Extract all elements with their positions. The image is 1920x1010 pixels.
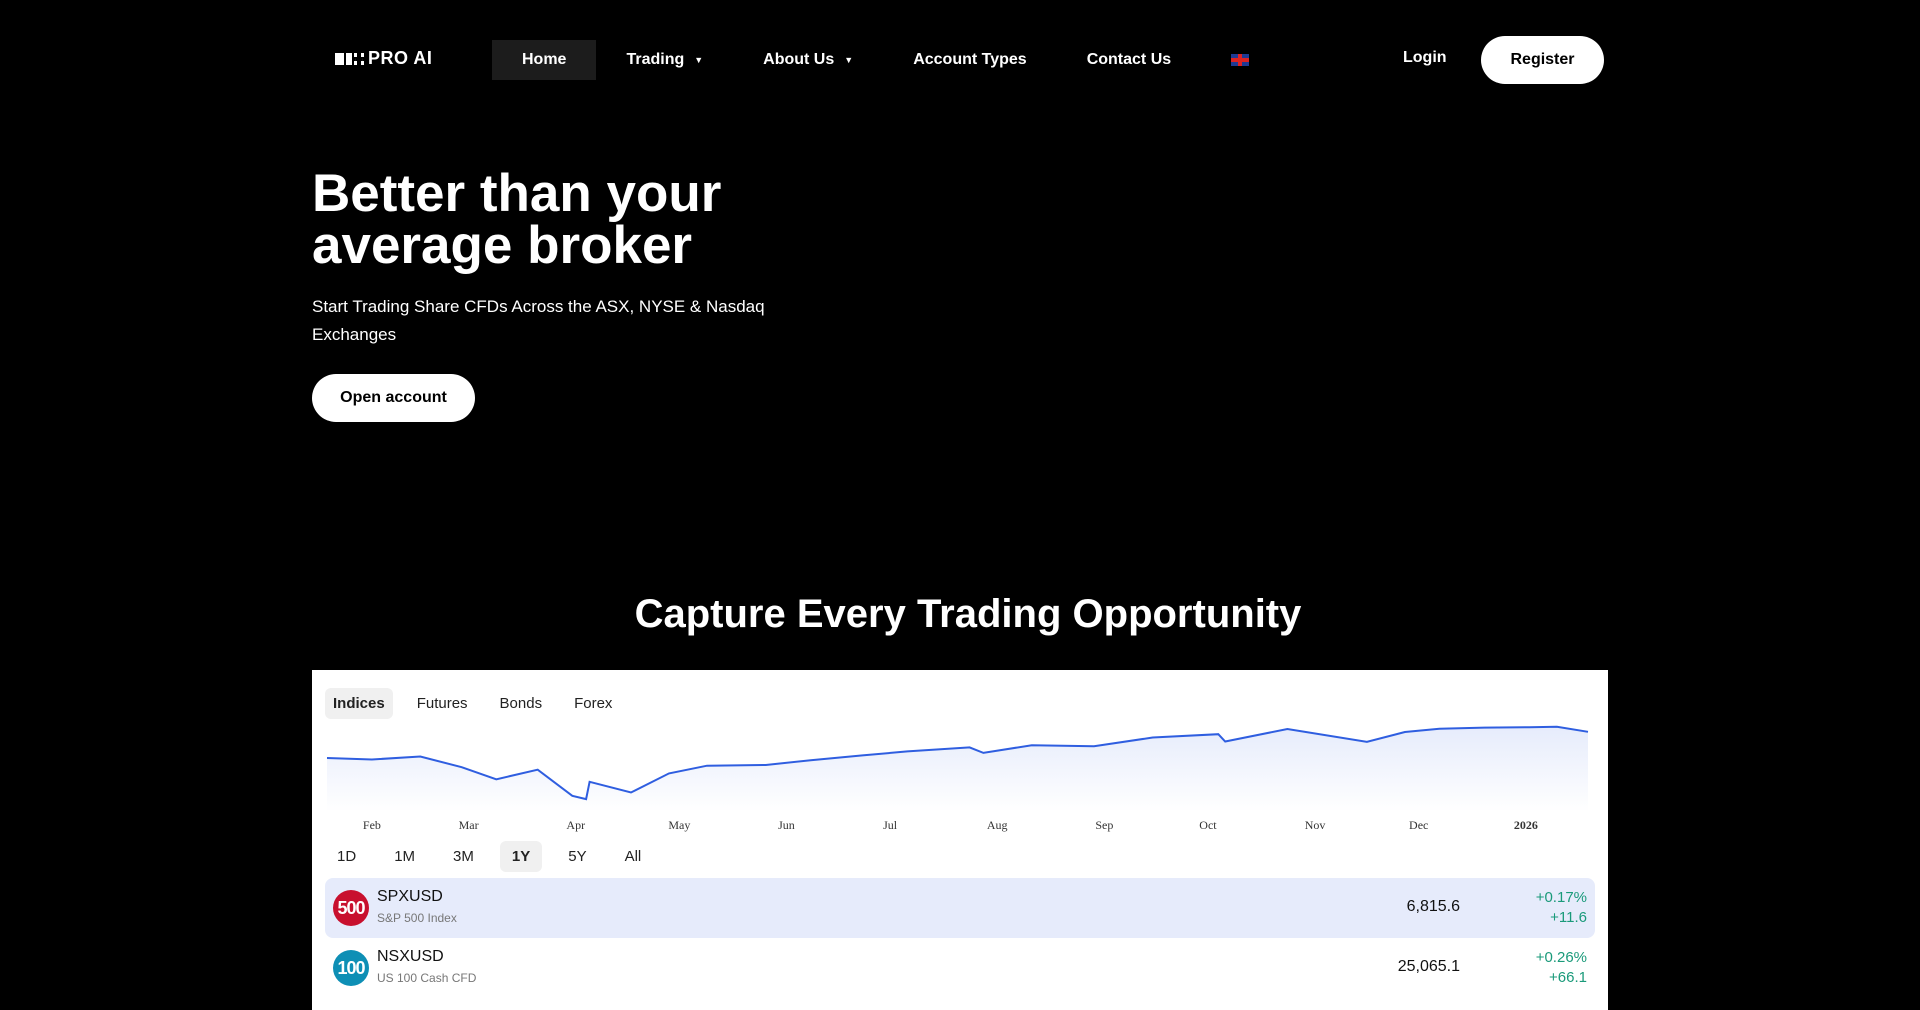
range-1y[interactable]: 1Y bbox=[499, 841, 543, 872]
x-tick-label: Mar bbox=[459, 818, 479, 832]
x-tick-label: Jul bbox=[883, 818, 898, 832]
tab-futures[interactable]: Futures bbox=[416, 695, 468, 712]
instrument-price: 6,815.6 bbox=[1406, 898, 1460, 915]
logo-mark-icon bbox=[335, 52, 364, 65]
range-1d[interactable]: 1D bbox=[337, 848, 357, 865]
nav-label: Trading bbox=[626, 51, 685, 68]
tab-bonds[interactable]: Bonds bbox=[499, 695, 543, 712]
market-tabs: Indices Futures Bonds Forex bbox=[325, 688, 620, 719]
price-chart: Feb Mar Apr May Jun Jul Aug Sep Oct Nov Dec 2026 bbox=[326, 725, 1589, 832]
logo[interactable]: PRO AI bbox=[335, 48, 432, 69]
instrument-symbol: NSXUSD bbox=[377, 948, 444, 965]
instrument-change: +0.17% +11.6 bbox=[1536, 888, 1587, 928]
range-all[interactable]: All bbox=[624, 848, 642, 865]
hero-title: Better than your average broker bbox=[312, 164, 722, 275]
instrument-name: S&P 500 Index bbox=[377, 911, 457, 925]
x-tick-label: May bbox=[668, 818, 690, 832]
hero-subtitle: Start Trading Share CFDs Across the ASX,… bbox=[312, 297, 765, 344]
tab-forex[interactable]: Forex bbox=[574, 695, 613, 712]
instrument-badge: 100 bbox=[333, 950, 369, 986]
nav-trading[interactable]: Trading ▼ bbox=[596, 40, 733, 80]
x-tick-label: Oct bbox=[1199, 818, 1217, 832]
x-tick-label: Nov bbox=[1305, 818, 1326, 832]
range-1m[interactable]: 1M bbox=[394, 848, 416, 865]
range-3m[interactable]: 3M bbox=[453, 848, 474, 865]
market-widget: Indices Futures Bonds Forex Feb Mar Apr May… bbox=[312, 670, 1608, 1010]
x-tick-label: Jun bbox=[778, 818, 795, 832]
change-value: +11.6 bbox=[1550, 909, 1587, 926]
caret-down-icon: ▼ bbox=[844, 55, 854, 65]
x-tick-label: Apr bbox=[566, 818, 585, 832]
change-percent: +0.17% bbox=[1535, 889, 1587, 906]
instrument-change: +0.26% +66.1 bbox=[1536, 948, 1587, 988]
instrument-name: US 100 Cash CFD bbox=[377, 971, 477, 985]
instrument-row-nsxusd[interactable]: 100 NSXUSD US 100 Cash CFD 25,065.1 +0.2… bbox=[325, 938, 1595, 998]
change-percent: +0.26% bbox=[1535, 949, 1587, 966]
instrument-symbol: SPXUSD bbox=[377, 888, 443, 905]
tab-indices[interactable]: Indices bbox=[325, 688, 393, 719]
instrument-price: 25,065.1 bbox=[1397, 958, 1460, 975]
register-button[interactable]: Register bbox=[1481, 36, 1604, 84]
nav-about-us[interactable]: About Us ▼ bbox=[733, 40, 883, 80]
nav-contact-us[interactable]: Contact Us bbox=[1086, 51, 1172, 68]
range-5y[interactable]: 5Y bbox=[568, 848, 587, 865]
caret-down-icon: ▼ bbox=[694, 55, 704, 65]
section-title: Capture Every Trading Opportunity bbox=[634, 592, 1302, 636]
chart-area-fill bbox=[327, 726, 1588, 812]
main-nav: Home Trading ▼ About Us ▼ Account Types Co… bbox=[492, 40, 1279, 80]
chart-series-line bbox=[326, 725, 1589, 801]
nav-home[interactable]: Home bbox=[492, 40, 597, 80]
x-tick-label: Sep bbox=[1095, 818, 1113, 832]
language-selector[interactable] bbox=[1201, 40, 1279, 80]
nav-account-types[interactable]: Account Types bbox=[913, 51, 1027, 68]
login-link[interactable]: Login bbox=[1403, 49, 1447, 66]
change-value: +66.1 bbox=[1549, 969, 1587, 986]
x-tick-label: Feb bbox=[363, 818, 381, 832]
range-selector: 1D 1M 3M 1Y 5Y All bbox=[325, 841, 661, 872]
nav-label: About Us bbox=[763, 51, 835, 68]
x-tick-label: Dec bbox=[1409, 818, 1428, 832]
x-tick-label: Aug bbox=[987, 818, 1008, 832]
instrument-badge: 500 bbox=[333, 890, 369, 926]
uk-flag-icon bbox=[1231, 54, 1250, 66]
x-tick-label: 2026 bbox=[1514, 818, 1538, 832]
open-account-button[interactable]: Open account bbox=[312, 374, 475, 422]
instrument-row-spxusd[interactable]: 500 SPXUSD S&P 500 Index 6,815.6 +0.17% +… bbox=[325, 878, 1595, 938]
